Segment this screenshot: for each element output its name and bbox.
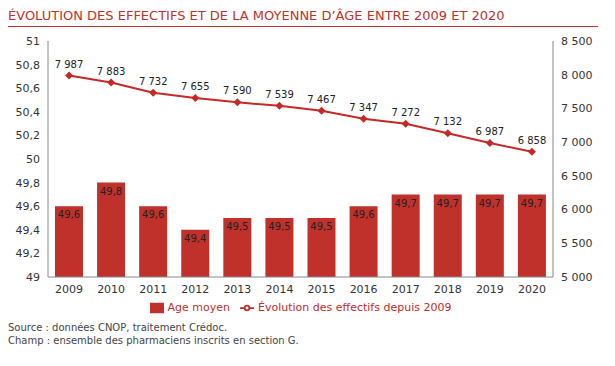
svg-text:7 347: 7 347 — [349, 102, 378, 113]
svg-text:7 132: 7 132 — [433, 116, 462, 127]
svg-text:2019: 2019 — [476, 283, 504, 296]
svg-text:2020: 2020 — [518, 283, 546, 296]
svg-text:50,4: 50,4 — [16, 106, 41, 119]
svg-text:50: 50 — [26, 153, 40, 166]
svg-text:50,6: 50,6 — [16, 82, 41, 95]
svg-text:49: 49 — [26, 271, 40, 284]
svg-text:2015: 2015 — [308, 283, 336, 296]
svg-text:7 500: 7 500 — [561, 102, 593, 115]
svg-text:2018: 2018 — [434, 283, 462, 296]
svg-text:49,5: 49,5 — [310, 221, 332, 232]
svg-text:49,7: 49,7 — [479, 198, 501, 209]
svg-text:6 000: 6 000 — [561, 203, 593, 216]
svg-text:7 539: 7 539 — [265, 89, 294, 100]
svg-text:49,8: 49,8 — [100, 186, 122, 197]
svg-text:2009: 2009 — [55, 283, 83, 296]
svg-text:5 000: 5 000 — [561, 271, 593, 284]
svg-text:5 500: 5 500 — [561, 237, 593, 250]
svg-text:49,7: 49,7 — [395, 198, 417, 209]
svg-text:6 858: 6 858 — [518, 135, 547, 146]
html-text:Champ : ensemble des pharmacie: Champ : ensemble des pharmaciens inscrit… — [8, 335, 299, 346]
svg-text:49,6: 49,6 — [58, 209, 80, 220]
svg-text:49,6: 49,6 — [352, 209, 374, 220]
svg-text:49,5: 49,5 — [226, 221, 248, 232]
svg-text:50,2: 50,2 — [16, 129, 41, 142]
svg-text:8 500: 8 500 — [561, 35, 593, 48]
svg-text:6 500: 6 500 — [561, 170, 593, 183]
svg-text:7 467: 7 467 — [307, 94, 336, 105]
svg-text:49,4: 49,4 — [184, 233, 206, 244]
svg-text:49,6: 49,6 — [16, 200, 41, 213]
svg-text:2011: 2011 — [139, 283, 167, 296]
svg-text:6 987: 6 987 — [476, 126, 505, 137]
svg-text:7 272: 7 272 — [391, 107, 420, 118]
svg-text:2012: 2012 — [181, 283, 209, 296]
svg-text:49,7: 49,7 — [437, 198, 459, 209]
svg-text:2016: 2016 — [350, 283, 378, 296]
svg-text:49,5: 49,5 — [268, 221, 290, 232]
svg-text:2014: 2014 — [265, 283, 293, 296]
html-text:ÉVOLUTION DES EFFECTIFS ET DE: ÉVOLUTION DES EFFECTIFS ET DE LA MOYENNE… — [8, 8, 505, 23]
svg-text:7 590: 7 590 — [223, 85, 252, 96]
svg-text:7 883: 7 883 — [97, 66, 126, 77]
svg-text:49,4: 49,4 — [16, 224, 41, 237]
svg-text:7 732: 7 732 — [139, 76, 168, 87]
html-text:Source : données CNOP, traitem: Source : données CNOP, traitement Crédoc… — [8, 322, 228, 333]
svg-text:7 655: 7 655 — [181, 81, 210, 92]
svg-text:49,6: 49,6 — [142, 209, 164, 220]
svg-text:7 987: 7 987 — [55, 59, 84, 70]
svg-text:49,8: 49,8 — [16, 177, 41, 190]
svg-text:49,7: 49,7 — [521, 198, 543, 209]
svg-text:2017: 2017 — [392, 283, 420, 296]
html-text:Évolution des effectifs depuis: Évolution des effectifs depuis 2009 — [258, 301, 452, 314]
svg-text:7 000: 7 000 — [561, 136, 593, 149]
svg-text:50,8: 50,8 — [16, 59, 41, 72]
svg-text:2010: 2010 — [97, 283, 125, 296]
svg-text:49,2: 49,2 — [16, 247, 41, 260]
svg-text:51: 51 — [26, 35, 40, 48]
html-text:Age moyen: Age moyen — [167, 301, 230, 314]
svg-text:8 000: 8 000 — [561, 69, 593, 82]
svg-text:2013: 2013 — [223, 283, 251, 296]
